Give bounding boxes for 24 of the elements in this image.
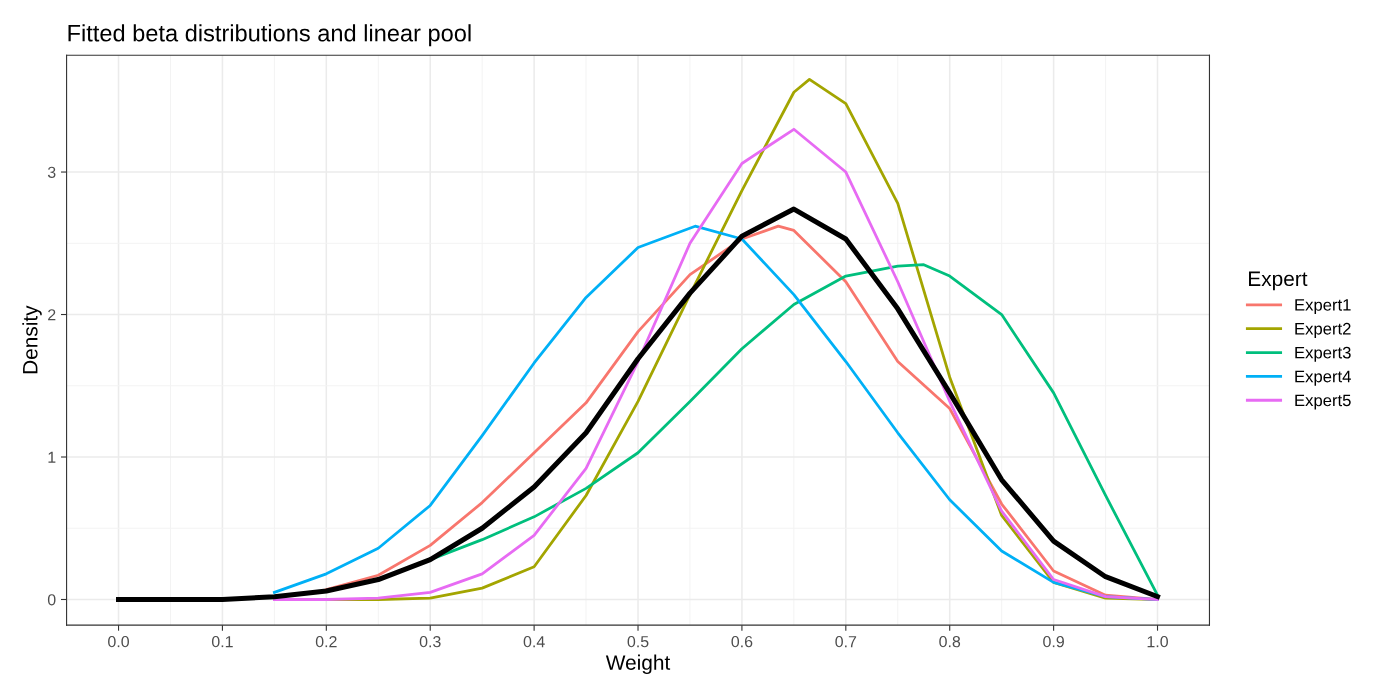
x-tick-label: 0.1 — [211, 635, 233, 648]
y-tick-label: 1 — [48, 451, 56, 463]
x-tick-label: 0.0 — [108, 635, 129, 648]
x-tick-label: 0.4 — [523, 635, 545, 648]
chart-title: Fitted beta distributions and linear pool — [68, 24, 471, 47]
x-tick-label: 0.9 — [1043, 635, 1064, 648]
y-axis-title: Density — [22, 305, 42, 374]
y-tick-label: 2 — [48, 309, 56, 321]
x-tick-label: 0.2 — [315, 635, 337, 648]
y-tick-label: 0 — [47, 594, 56, 606]
x-tick-label: 0.7 — [835, 635, 857, 648]
y-tick-label: 3 — [47, 166, 56, 178]
legend-label: Expert3 — [1295, 346, 1351, 362]
x-tick-label: 0.8 — [939, 635, 961, 648]
x-axis-title: Weight — [605, 654, 671, 675]
x-tick-label: 0.5 — [627, 635, 649, 648]
x-tick-label: 0.3 — [419, 635, 441, 648]
x-tick-label: 0.6 — [731, 635, 753, 648]
legend-label: Expert1 — [1295, 299, 1351, 315]
legend-title: Expert — [1249, 271, 1308, 291]
legend-label: Expert2 — [1295, 322, 1351, 338]
legend-label: Expert5 — [1295, 394, 1351, 410]
legend-label: Expert4 — [1295, 370, 1351, 386]
x-tick-label: 1.0 — [1147, 635, 1168, 648]
